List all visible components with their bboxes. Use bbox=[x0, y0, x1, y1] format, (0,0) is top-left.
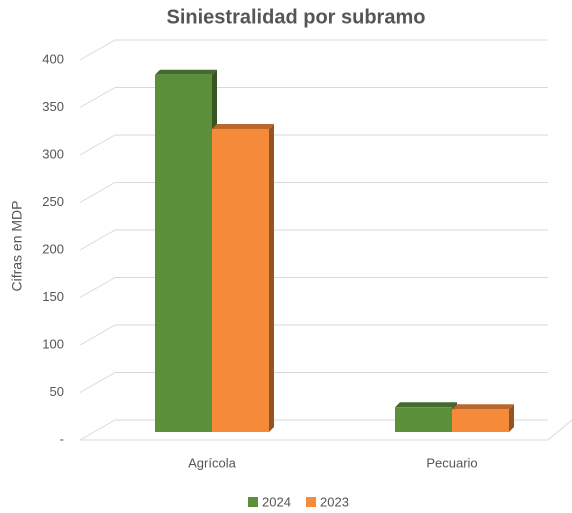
grid-line bbox=[79, 419, 116, 441]
y-tick-label: 400 bbox=[42, 51, 64, 66]
grid-line bbox=[79, 372, 116, 393]
bar bbox=[212, 128, 269, 432]
bar-top bbox=[212, 123, 274, 129]
bar-side bbox=[269, 123, 274, 432]
legend-swatch bbox=[306, 497, 316, 507]
x-tick-label: Agrícola bbox=[188, 455, 236, 470]
y-tick-label: - bbox=[60, 431, 64, 446]
bar-top bbox=[452, 404, 514, 410]
bar bbox=[155, 74, 212, 433]
bar-top bbox=[395, 402, 457, 408]
grid-line bbox=[79, 87, 116, 108]
grid-line bbox=[79, 324, 116, 346]
bar-side bbox=[509, 404, 514, 432]
legend-label: 2024 bbox=[262, 494, 291, 509]
grid-line bbox=[79, 277, 116, 298]
x-tick-label: Pecuario bbox=[426, 455, 477, 470]
y-tick-label: 50 bbox=[50, 384, 64, 399]
chart-title: Siniestralidad por subramo bbox=[167, 6, 426, 28]
legend-label: 2023 bbox=[320, 494, 349, 509]
grid-line bbox=[79, 39, 116, 61]
y-axis-label: Cifras en MDP bbox=[9, 200, 25, 291]
grid-line bbox=[79, 182, 116, 203]
y-tick-label: 250 bbox=[42, 194, 64, 209]
grid-line bbox=[79, 229, 116, 251]
legend-swatch bbox=[248, 497, 258, 507]
y-tick-label: 100 bbox=[42, 336, 64, 351]
grid-line bbox=[79, 134, 116, 156]
y-tick-label: 200 bbox=[42, 241, 64, 256]
bar bbox=[395, 407, 452, 432]
y-tick-label: 150 bbox=[42, 289, 64, 304]
bar bbox=[452, 409, 509, 432]
bar-top bbox=[155, 69, 217, 75]
y-tick-label: 350 bbox=[42, 99, 64, 114]
floor-edge bbox=[547, 419, 572, 441]
y-tick-label: 300 bbox=[42, 146, 64, 161]
